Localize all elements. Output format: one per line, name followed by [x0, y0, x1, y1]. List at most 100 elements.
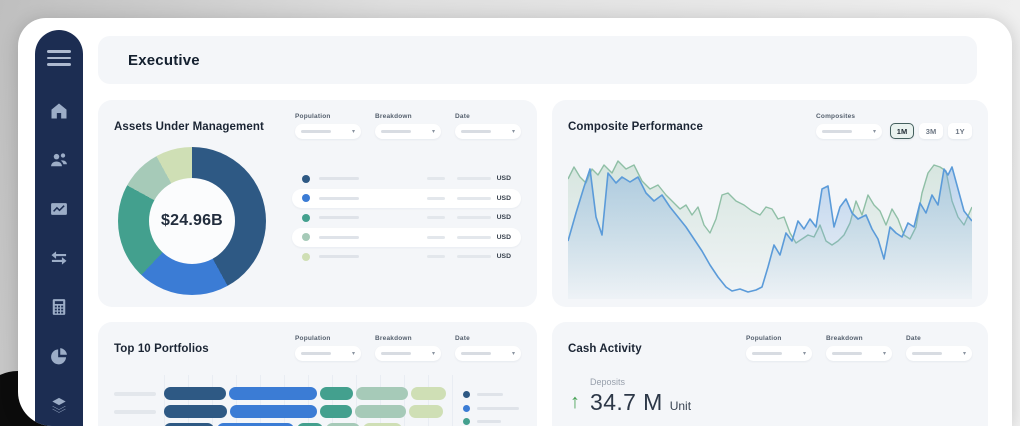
placeholder-line	[426, 196, 445, 200]
bar-segment[interactable]	[363, 423, 402, 426]
card-title: Composite Performance	[568, 121, 704, 133]
placeholder-line	[822, 130, 852, 133]
bar-segment[interactable]	[230, 405, 317, 418]
filter-select[interactable]: ▾	[746, 346, 812, 361]
top10-legend	[463, 391, 521, 426]
bar-segment[interactable]	[356, 387, 408, 400]
calculator-icon[interactable]	[48, 296, 70, 318]
filter-label: Date	[906, 335, 921, 342]
legend-dot	[302, 233, 310, 242]
filter-date: Date ▾	[455, 335, 521, 361]
home-icon[interactable]	[48, 100, 70, 122]
placeholder-line	[461, 130, 491, 133]
sidebar-nav	[48, 100, 70, 416]
performance-icon[interactable]	[48, 198, 70, 220]
bar-segment[interactable]	[355, 405, 406, 418]
card-top-10-portfolios: Top 10 Portfolios Population ▾ Breakdown ▾ D…	[98, 322, 537, 426]
transactions-icon[interactable]	[48, 247, 70, 269]
allocation-pie-icon[interactable]	[48, 345, 70, 367]
composite-line-chart[interactable]	[568, 149, 972, 299]
layers-icon[interactable]	[48, 394, 70, 416]
placeholder-line	[456, 216, 491, 220]
clients-icon[interactable]	[48, 149, 70, 171]
card-title: Top 10 Portfolios	[114, 343, 209, 355]
row-label-placeholder	[114, 409, 156, 414]
legend-dot	[302, 252, 310, 261]
filter-select[interactable]: ▾	[455, 346, 521, 361]
sidebar	[35, 30, 83, 426]
range-1m[interactable]: 1M	[890, 123, 914, 139]
bar-segment[interactable]	[217, 423, 294, 426]
filter-select[interactable]: ▾	[455, 124, 521, 139]
bar-segment[interactable]	[326, 423, 360, 426]
filter-label: Date	[455, 335, 470, 342]
bar-track	[164, 405, 443, 418]
top10-body	[114, 375, 521, 426]
bar-track	[164, 387, 446, 400]
placeholder-line	[477, 420, 501, 423]
metric-label: Deposits	[590, 377, 626, 387]
bar-segment[interactable]	[164, 387, 226, 400]
aum-legend-row: USD	[292, 227, 521, 247]
chevron-down-icon: ▾	[351, 128, 355, 135]
bar-segment[interactable]	[164, 405, 227, 418]
filter-breakdown: Breakdown ▾	[375, 113, 441, 139]
placeholder-line	[426, 216, 445, 220]
currency-label: USD	[496, 194, 511, 202]
filter-select[interactable]: ▾	[375, 346, 441, 361]
up-arrow-icon: ↑	[570, 391, 580, 413]
bar-segment[interactable]	[411, 387, 446, 400]
card-assets-under-management: Assets Under Management Population ▾ Break…	[98, 100, 537, 307]
placeholder-line	[319, 216, 359, 220]
chevron-down-icon: ▾	[431, 350, 435, 357]
filter-date: Date ▾	[906, 335, 972, 361]
menu-icon[interactable]	[47, 50, 71, 66]
bar-segment[interactable]	[320, 387, 353, 400]
filter-select[interactable]: ▾	[375, 124, 441, 139]
aum-legend-row: USD	[292, 208, 521, 228]
filter-select[interactable]: ▾	[816, 124, 882, 139]
range-1y[interactable]: 1Y	[948, 123, 972, 139]
filter-select[interactable]: ▾	[295, 346, 361, 361]
bar-segment[interactable]	[320, 405, 352, 418]
legend-dot	[302, 174, 310, 183]
filters: Population ▾ Breakdown ▾ Date ▾	[295, 335, 521, 361]
aum-donut-chart[interactable]: $24.96B	[118, 147, 266, 295]
portfolio-bar-row	[114, 423, 463, 426]
placeholder-line	[832, 352, 862, 355]
filters: Composites ▾	[816, 113, 882, 139]
card-cash-activity: Cash Activity Population ▾ Breakdown ▾ Date ▾…	[552, 322, 988, 426]
placeholder-line	[381, 130, 411, 133]
filter-select[interactable]: ▾	[826, 346, 892, 361]
filter-population: Population ▾	[295, 113, 361, 139]
top10-bar-chart[interactable]	[114, 375, 463, 426]
placeholder-line	[912, 352, 942, 355]
range-3m[interactable]: 3M	[919, 123, 943, 139]
filter-select[interactable]: ▾	[906, 346, 972, 361]
placeholder-line	[477, 393, 503, 396]
filter-population: Population ▾	[295, 335, 361, 361]
metric-unit: Unit	[669, 399, 692, 413]
currency-label: USD	[496, 253, 511, 261]
portfolio-bar-row	[114, 387, 463, 400]
top10-legend-row	[463, 418, 521, 425]
chevron-down-icon: ▾	[882, 350, 886, 357]
bar-segment[interactable]	[409, 405, 443, 418]
bar-segment[interactable]	[297, 423, 323, 426]
bar-segment[interactable]	[164, 423, 214, 426]
portfolio-bar-row	[114, 405, 463, 418]
currency-label: USD	[496, 214, 511, 222]
placeholder-line	[456, 255, 491, 259]
filter-label: Breakdown	[375, 335, 412, 342]
placeholder-line	[426, 177, 445, 181]
bar-segment[interactable]	[229, 387, 317, 400]
placeholder-line	[477, 406, 519, 410]
placeholder-line	[456, 235, 491, 239]
filter-select[interactable]: ▾	[295, 124, 361, 139]
page-title: Executive	[128, 51, 200, 69]
placeholder-line	[301, 130, 331, 133]
filter-breakdown: Breakdown ▾	[826, 335, 892, 361]
placeholder-line	[456, 177, 491, 181]
chevron-down-icon: ▾	[511, 128, 515, 135]
placeholder-line	[301, 352, 331, 355]
